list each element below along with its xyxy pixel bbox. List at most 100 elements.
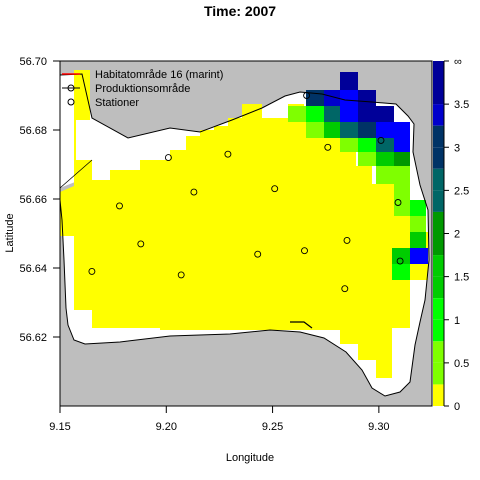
colorbar-segment bbox=[433, 276, 444, 299]
heatmap-cell bbox=[392, 248, 410, 264]
heatmap-cell bbox=[410, 248, 428, 264]
heatmap-cell bbox=[324, 122, 340, 138]
colorbar-tick-label: 2 bbox=[454, 229, 460, 241]
colorbar-segment bbox=[433, 319, 444, 342]
station-point bbox=[396, 257, 404, 265]
y-tick-label: 56.70 bbox=[19, 56, 47, 68]
heatmap-cell bbox=[324, 90, 340, 106]
colorbar-segment bbox=[433, 233, 444, 256]
station-point bbox=[341, 285, 349, 293]
legend-station-symbol bbox=[67, 98, 75, 106]
production-area-line bbox=[59, 159, 93, 189]
station-point bbox=[177, 271, 185, 279]
heatmap-cell bbox=[410, 200, 426, 216]
y-tick-label: 56.62 bbox=[19, 332, 47, 344]
heatmap-cell bbox=[394, 200, 410, 216]
heatmap-cell bbox=[358, 122, 376, 138]
station-point bbox=[137, 240, 145, 248]
station-point bbox=[303, 92, 311, 99]
coastline-outline bbox=[59, 73, 430, 397]
legend-station-label: Stationer bbox=[95, 97, 139, 109]
station-point bbox=[164, 154, 172, 162]
heatmap-cell bbox=[358, 152, 376, 166]
heatmap-cell bbox=[376, 138, 394, 152]
heatmap-cell bbox=[394, 152, 410, 166]
colorbar-segment bbox=[433, 341, 444, 363]
colorbar-segment bbox=[433, 255, 444, 277]
x-tick-label: 9.25 bbox=[262, 421, 283, 433]
colorbar-segment bbox=[433, 384, 444, 406]
colorbar-segment bbox=[433, 61, 444, 105]
heatmap-cell bbox=[340, 72, 358, 90]
colorbar-tick-label: 2.5 bbox=[454, 185, 469, 197]
yellow-region bbox=[60, 70, 428, 378]
coastline bbox=[59, 73, 430, 397]
station-point bbox=[301, 247, 308, 255]
colorbar-tick-label: 3 bbox=[454, 142, 460, 154]
station-point bbox=[324, 143, 332, 151]
colorbar-tick-label: 1 bbox=[454, 315, 460, 327]
colorbar-tick-label: 0 bbox=[454, 401, 460, 413]
heatmap-cell bbox=[340, 122, 358, 138]
heatmap-cell bbox=[358, 106, 376, 122]
colorbar: 0 0.5 1 1.5 2 2.5 3 3.5 ∞ bbox=[433, 56, 469, 413]
y-axis-label: Latitude bbox=[4, 213, 16, 252]
heatmap-cell bbox=[394, 166, 410, 184]
station-point bbox=[377, 136, 385, 144]
heatmap-cell bbox=[358, 90, 376, 106]
heatmap-cell bbox=[394, 184, 410, 200]
heatmap-cell bbox=[376, 152, 394, 166]
colorbar-tick-label: 3.5 bbox=[454, 99, 469, 111]
colorbar-tick-label: 1.5 bbox=[454, 272, 469, 284]
heatmap-cell bbox=[340, 138, 358, 152]
heatmap-cell bbox=[306, 122, 324, 138]
heatmap-cell bbox=[376, 106, 394, 122]
y-axis: 56.62 56.64 56.66 56.68 56.70 bbox=[19, 56, 61, 344]
station-point bbox=[343, 236, 351, 244]
station-point bbox=[394, 199, 402, 206]
heatmap-cell bbox=[394, 122, 410, 138]
station-point bbox=[88, 267, 96, 275]
colorbar-tick-label: 0.5 bbox=[454, 358, 469, 370]
y-tick-label: 56.64 bbox=[19, 263, 47, 275]
colorbar-segment bbox=[433, 168, 444, 191]
station-point bbox=[224, 150, 232, 158]
x-tick-label: 9.30 bbox=[368, 421, 389, 433]
heatmap-cell bbox=[376, 166, 394, 184]
colorbar-tick-label: ∞ bbox=[454, 56, 462, 68]
x-axis-label: Longitude bbox=[226, 452, 274, 464]
station-point bbox=[190, 188, 198, 196]
colorbar-segment bbox=[433, 147, 444, 169]
heatmap-cell bbox=[340, 106, 358, 122]
coast-detail bbox=[290, 321, 313, 329]
colorbar-segment bbox=[433, 211, 444, 234]
heatmap-cell bbox=[358, 138, 376, 152]
heatmap-cell bbox=[394, 138, 410, 152]
x-tick-label: 9.20 bbox=[156, 421, 177, 433]
station-point bbox=[116, 202, 123, 210]
heatmap-cell bbox=[410, 216, 426, 232]
heatmap-cell bbox=[324, 106, 340, 122]
station-point bbox=[254, 250, 262, 258]
legend-habitat-label: Habitatområde 16 (marint) bbox=[95, 69, 223, 81]
heatmap-cell bbox=[376, 122, 394, 138]
y-tick-label: 56.68 bbox=[19, 125, 47, 137]
heatmap-cell bbox=[288, 106, 306, 122]
x-tick-label: 9.15 bbox=[49, 421, 70, 433]
colorbar-segment bbox=[433, 190, 444, 212]
heatmap-cell bbox=[392, 264, 410, 280]
y-tick-label: 56.66 bbox=[19, 194, 47, 206]
stations bbox=[88, 92, 404, 293]
heatmap-cells bbox=[60, 70, 428, 378]
chart-title: Time: 2007 bbox=[204, 3, 276, 19]
legend-production-circle bbox=[67, 84, 75, 92]
x-axis: 9.15 9.20 9.25 9.30 bbox=[49, 405, 390, 433]
colorbar-segment bbox=[433, 298, 444, 320]
colorbar-segment bbox=[433, 125, 444, 148]
colorbar-segment bbox=[433, 362, 444, 385]
legend: Habitatområde 16 (marint) Produktionsomr… bbox=[62, 69, 223, 109]
heatmap-cell bbox=[410, 232, 426, 248]
colorbar-segment bbox=[433, 104, 444, 126]
heatmap-cell bbox=[340, 90, 358, 106]
